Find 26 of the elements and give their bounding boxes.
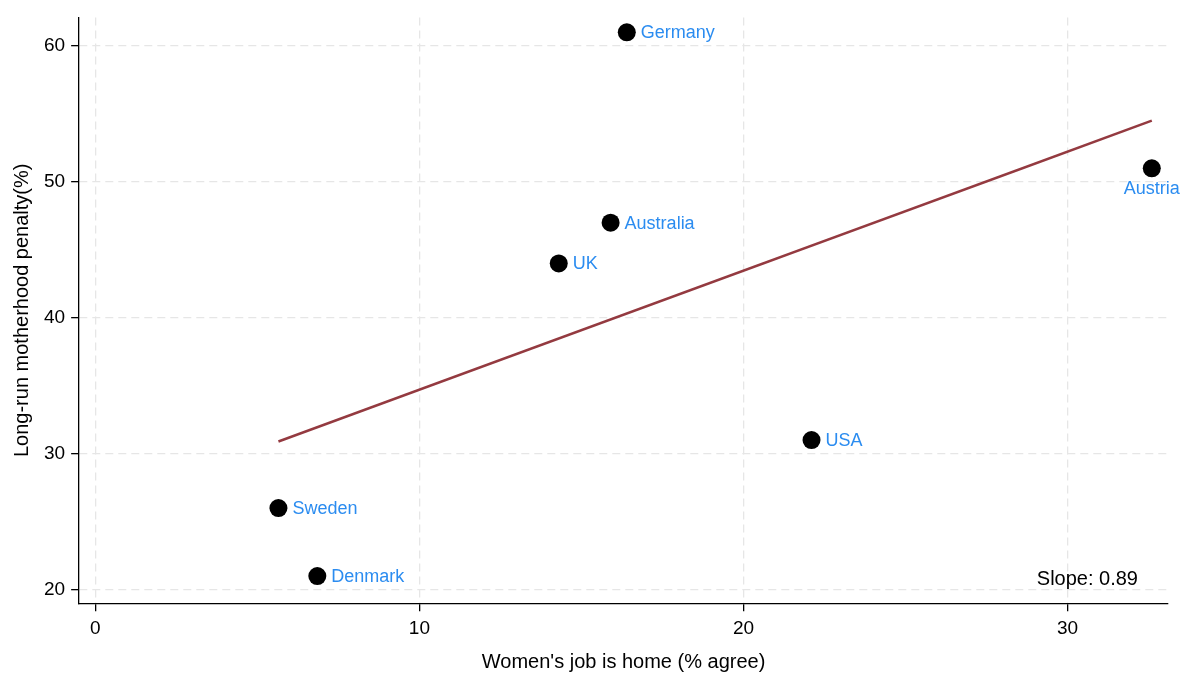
y-tick-label: 30: [43, 441, 66, 463]
x-tick-label: 20: [732, 616, 755, 638]
annotation: Germany: [640, 22, 715, 43]
point: [617, 23, 636, 42]
x-axis-title: Women's job is home (% agree): [481, 649, 766, 672]
y-tick-label: 20: [43, 577, 66, 599]
y-tick-label: 60: [43, 34, 66, 56]
point: [802, 431, 821, 450]
annotation: UK: [572, 253, 598, 274]
point: [1142, 159, 1161, 178]
x-tick-label: 30: [1056, 616, 1079, 638]
point: [308, 567, 327, 586]
x-tick-label: 0: [90, 616, 101, 638]
y-tick-label: 40: [43, 306, 66, 328]
y-tick-label: 50: [43, 170, 66, 192]
point: [269, 499, 288, 518]
y-axis-title: Long-run motherhood penalty(%): [9, 163, 32, 458]
point: [601, 213, 620, 232]
annotation: USA: [825, 430, 863, 451]
point: [549, 254, 568, 273]
annotation: Austria: [1123, 178, 1181, 199]
annotation: Australia: [624, 212, 696, 233]
annotation: Sweden: [292, 498, 358, 519]
annotation: Denmark: [331, 565, 406, 586]
annotation: Slope: 0.89: [1036, 566, 1138, 589]
x-tick-label: 10: [408, 616, 430, 638]
